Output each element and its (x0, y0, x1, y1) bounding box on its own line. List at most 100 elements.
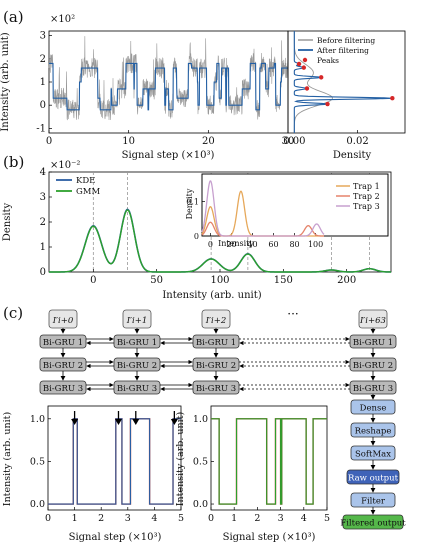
bi-gru-box (192, 380, 240, 395)
inset-legend: Trap 1 Trap 2 Trap 3 (336, 182, 380, 211)
peak-marker (390, 96, 395, 101)
a-ytick-label: 0 (40, 100, 46, 111)
b-ytick-label: 1 (40, 242, 46, 253)
panel-label-b: (b) (3, 153, 24, 171)
c-left-xtick-label: 3 (125, 513, 131, 524)
c-left-step-line (48, 418, 181, 505)
b-ytick-label: 3 (40, 192, 46, 203)
b-xtick-label: 100 (210, 275, 229, 286)
input-label: I′i+63 (359, 316, 386, 326)
peak-marker (319, 75, 324, 80)
a-xlabel: Signal step (×10³) (122, 150, 215, 161)
c-left-ytick-label: 0.0 (30, 499, 45, 510)
bi-gru-box (39, 380, 87, 395)
a-density-xlabel: Density (333, 150, 372, 161)
c-right-xtick-label: 1 (231, 513, 237, 524)
inset-curves (201, 180, 325, 237)
a-xtick-label: 10 (122, 136, 135, 147)
legend-peaks: Peaks (317, 56, 339, 65)
c-left-ytick-label: 0.5 (30, 456, 45, 467)
gmm-line (49, 209, 392, 273)
a-ytick-label: -1 (36, 123, 46, 134)
c-left-ylabel: Intensity (arb. unit) (2, 412, 13, 506)
b-xtick-label: 50 (150, 275, 163, 286)
a-ytick-label: 1 (40, 77, 46, 88)
c-right-xtick-label: 4 (301, 513, 307, 524)
c-right-plot: 0.0 0.5 1.0 0 1 2 3 4 5 (193, 405, 330, 524)
event-arrow-head (170, 419, 178, 425)
c-left-xtick-label: 5 (178, 513, 184, 524)
bi-gru-label: Bi-GRU 3 (353, 384, 393, 394)
after-filtering-trace (49, 62, 288, 111)
inset-xtick-label: 40 (247, 240, 257, 249)
c-right-xtick-label: 3 (278, 513, 284, 524)
peak-marker (301, 65, 307, 70)
c-left-xlabel: Signal step (×10³) (69, 532, 162, 543)
bi-gru-label: Bi-GRU 1 (353, 338, 393, 348)
peak-marker (304, 86, 310, 91)
c-right-ylabel: Intensity (arb. unit) (175, 412, 186, 506)
b-curves (49, 208, 392, 273)
bi-gru-label: Bi-GRU 1 (196, 338, 236, 348)
peak-marker (325, 101, 330, 107)
input-label: I′i+2 (205, 316, 227, 326)
ellipsis: ··· (287, 307, 298, 321)
b-xtick-label: 200 (337, 275, 356, 286)
bi-gru-box (113, 380, 161, 395)
bi-gru-label: Bi-GRU 3 (117, 384, 157, 394)
after-filtering-line (49, 62, 288, 111)
b-legend: KDE GMM (56, 176, 100, 197)
c-right-xlabel: Signal step (×10³) (223, 532, 316, 543)
panel-label-a: (a) (3, 8, 24, 26)
inset-xlabel: Intensity (218, 239, 254, 248)
b-ytick-label: 4 (40, 167, 46, 178)
inset-xtick-label: 20 (226, 240, 236, 249)
c-left-plot: 0.0 0.5 1.0 0 1 2 3 4 5 (30, 405, 184, 524)
a-density-xtick-label: 0.02 (346, 136, 368, 147)
event-arrow-head (71, 419, 79, 425)
c-left-step-line (48, 418, 181, 505)
inset-xtick-label: 80 (289, 240, 299, 249)
a-xtick-label: 20 (202, 136, 215, 147)
a-xtick-label: 30 (282, 136, 295, 147)
legend-kde: KDE (76, 176, 95, 186)
b-ytick-label: 2 (40, 217, 46, 228)
panel-label-c: (c) (3, 304, 23, 322)
b-multiplier: ×10⁻² (50, 160, 80, 171)
b-xtick-label: 150 (274, 275, 293, 286)
bi-gru-diagram: I′i+0 I′i+1 I′i+2 I′i+63 ··· Bi-GRU 1 Bi-GRU 1… (39, 307, 406, 530)
bi-gru-label: Bi-GRU 3 (196, 384, 236, 394)
c-left-xtick-label: 0 (45, 513, 51, 524)
b-ytick-label: 0 (40, 267, 46, 278)
legend-trap2: Trap 2 (353, 192, 380, 201)
a-multiplier: ×10² (50, 14, 75, 25)
pipeline-label: Filter (361, 497, 386, 507)
pipeline-label: SoftMax (355, 450, 391, 460)
bi-gru-label: Bi-GRU 2 (43, 361, 83, 371)
c-right-xtick-label: 5 (324, 513, 330, 524)
c-right-ytick-label: 0.0 (193, 499, 208, 510)
bi-gru-label: Bi-GRU 2 (196, 361, 236, 371)
pipeline-label: Filtered output (340, 519, 406, 529)
a-density-xtick-label: 0.00 (283, 136, 305, 147)
a-density-plot: 0.00 0.02 (283, 30, 406, 147)
c-left-xtick-label: 1 (72, 513, 78, 524)
peak-marker (296, 61, 302, 67)
a-xtick-label: 0 (46, 136, 52, 147)
a-ytick-label: 2 (40, 54, 46, 65)
legend-trap1: Trap 1 (353, 182, 380, 191)
input-label: I′i+0 (52, 316, 74, 326)
a-density-frame (287, 30, 406, 134)
c-right-xtick-label: 2 (254, 513, 260, 524)
legend-after: After filtering (316, 46, 369, 55)
inset-ytick-label: 0 (194, 232, 199, 241)
pipeline-box (342, 514, 404, 530)
event-arrow-head (114, 419, 122, 425)
b-xlabel: Intensity (arb. unit) (162, 290, 261, 301)
b-inset-plot: 0 0.1 0 20 40 60 80 100 Density Intensity Trap … (185, 173, 389, 249)
c-left-xtick-label: 2 (98, 513, 104, 524)
inset-xtick-label: 0 (208, 240, 213, 249)
c-right-frame (210, 405, 328, 511)
